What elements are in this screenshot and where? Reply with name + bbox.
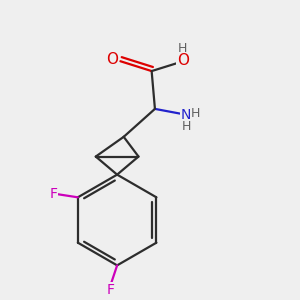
Text: N: N <box>181 109 191 122</box>
Text: H: H <box>182 120 191 133</box>
Text: H: H <box>178 42 188 55</box>
Text: F: F <box>106 283 115 297</box>
Text: O: O <box>177 53 189 68</box>
Text: O: O <box>106 52 118 67</box>
Text: F: F <box>49 187 57 201</box>
Text: H: H <box>191 107 200 120</box>
